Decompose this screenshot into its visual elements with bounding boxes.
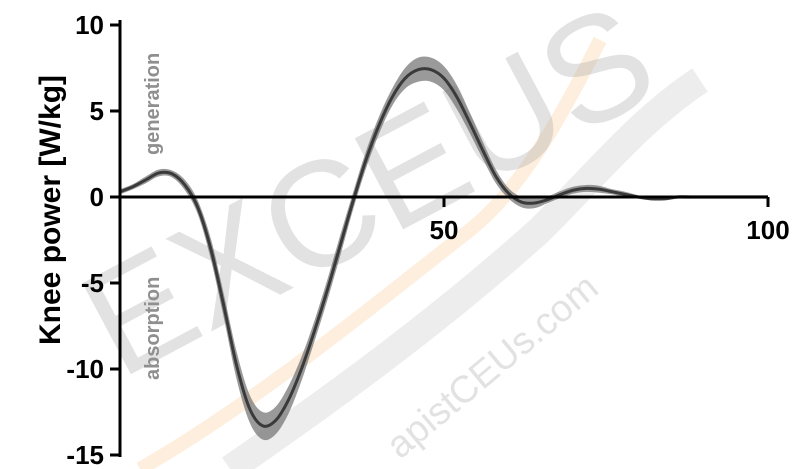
y-tick-label: 10 (75, 10, 104, 40)
y-tick-label: -5 (81, 268, 104, 298)
watermark-streak-orange (136, 36, 607, 469)
watermark-small: apistCEUs.com (379, 266, 607, 466)
y-tick-label: -15 (66, 440, 104, 469)
y-tick-label: 5 (90, 96, 104, 126)
watermark-streak-gray (222, 68, 708, 469)
annotation-generation: generation (142, 53, 164, 155)
y-axis-ticks: 10 5 0 -5 -10 -15 (66, 10, 120, 469)
annotation-absorption: absorption (142, 277, 164, 380)
y-axis-title: Knee power [W/kg] (34, 75, 67, 345)
series-mean-line (119, 67, 768, 428)
y-tick-label: 0 (90, 182, 104, 212)
x-tick-label: 50 (430, 215, 459, 245)
x-tick-label: 100 (746, 215, 789, 245)
y-tick-label: -10 (66, 354, 104, 384)
x-axis-ticks: 50 100 (430, 197, 790, 245)
